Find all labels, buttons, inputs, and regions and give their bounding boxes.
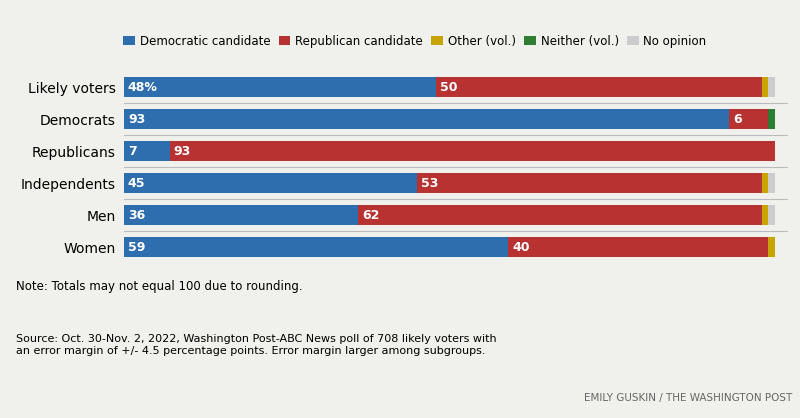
Text: 53: 53	[421, 177, 438, 190]
Bar	[417, 173, 762, 193]
Bar	[437, 77, 762, 97]
Text: 62: 62	[362, 209, 380, 222]
Bar	[124, 109, 730, 129]
Bar	[124, 205, 358, 225]
Bar	[358, 205, 762, 225]
Bar	[762, 173, 769, 193]
Bar	[769, 77, 775, 97]
Bar	[730, 109, 769, 129]
Bar	[124, 77, 437, 97]
Bar	[124, 173, 417, 193]
Bar	[170, 141, 775, 161]
Bar	[124, 237, 508, 257]
Text: 93: 93	[128, 112, 145, 126]
Bar	[769, 109, 775, 129]
Bar	[769, 173, 775, 193]
Text: Note: Totals may not equal 100 due to rounding.: Note: Totals may not equal 100 due to ro…	[16, 280, 302, 293]
Text: EMILY GUSKIN / THE WASHINGTON POST: EMILY GUSKIN / THE WASHINGTON POST	[584, 393, 792, 403]
Bar	[508, 237, 769, 257]
Text: 50: 50	[440, 81, 458, 94]
Bar	[762, 205, 769, 225]
Legend: Democratic candidate, Republican candidate, Other (vol.), Neither (vol.), No opi: Democratic candidate, Republican candida…	[123, 35, 706, 48]
Bar	[762, 77, 769, 97]
Text: 36: 36	[128, 209, 145, 222]
Bar	[769, 205, 775, 225]
Bar	[769, 237, 775, 257]
Text: 45: 45	[128, 177, 146, 190]
Text: 48%: 48%	[128, 81, 158, 94]
Text: Source: Oct. 30-Nov. 2, 2022, Washington Post-ABC News poll of 708 likely voters: Source: Oct. 30-Nov. 2, 2022, Washington…	[16, 334, 497, 356]
Text: 7: 7	[128, 145, 137, 158]
Text: 59: 59	[128, 241, 146, 254]
Text: 93: 93	[174, 145, 190, 158]
Bar	[124, 141, 170, 161]
Text: 6: 6	[734, 112, 742, 126]
Text: 40: 40	[512, 241, 530, 254]
